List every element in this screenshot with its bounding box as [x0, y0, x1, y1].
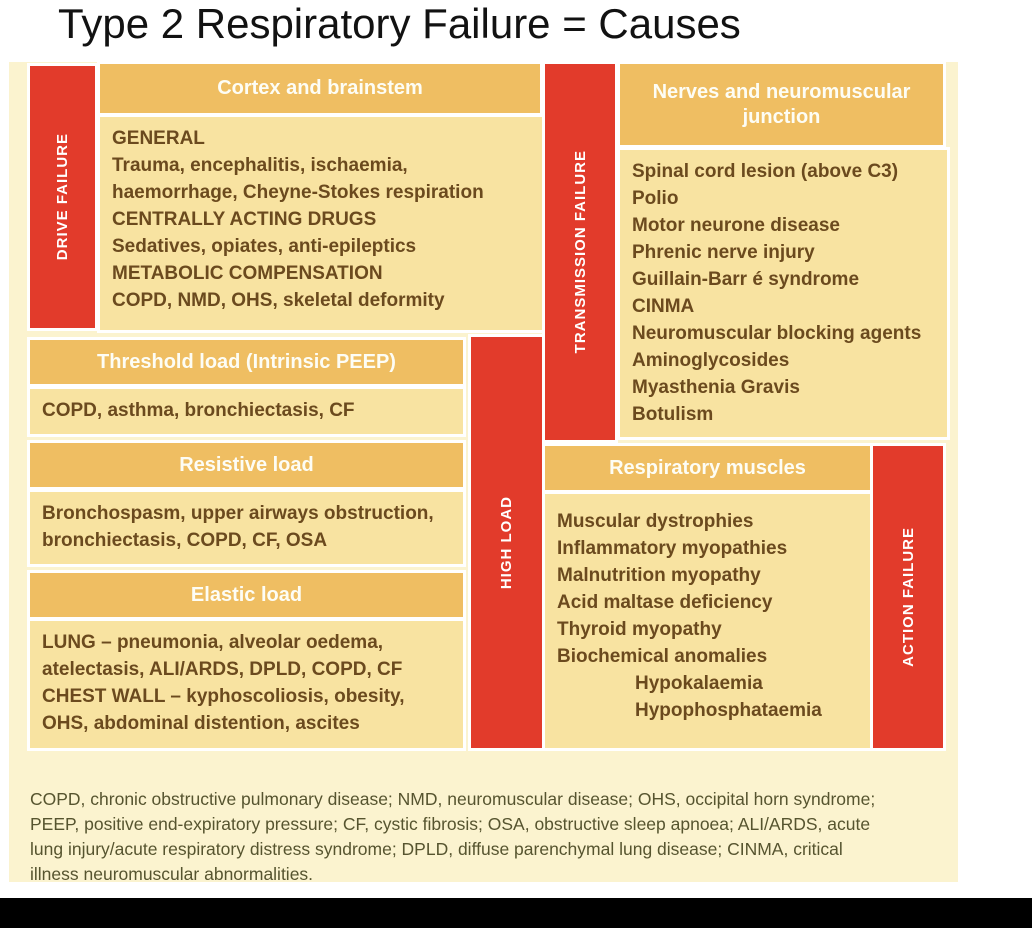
section-resistive-line: bronchiectasis, COPD, CF, OSA: [42, 530, 328, 551]
section-cortex-content: GENERAL Trauma, encephalitis, ischaemia,…: [100, 117, 542, 330]
section-muscles-line: Hypokalaemia: [635, 673, 763, 694]
section-muscles-line: Biochemical anomalies: [557, 646, 768, 667]
section-threshold-content: COPD, asthma, bronchiectasis, CF: [30, 389, 463, 434]
section-muscles-header: Respiratory muscles: [545, 446, 870, 490]
section-muscles-line: Muscular dystrophies: [557, 511, 754, 532]
section-resistive-header: Resistive load: [30, 443, 463, 487]
section-elastic-line: LUNG – pneumonia, alveolar oedema,: [42, 632, 384, 653]
drive-failure-bar: DRIVE FAILURE: [30, 66, 95, 328]
section-resistive-content: Bronchospasm, upper airways obstruction,…: [30, 492, 463, 564]
section-elastic-line: OHS, abdominal distention, ascites: [42, 713, 360, 734]
footnote-line: illness neuromuscular abnormalities.: [30, 864, 314, 884]
footnote-line: COPD, chronic obstructive pulmonary dise…: [30, 789, 876, 809]
section-elastic-line: atelectasis, ALI/ARDS, DPLD, COPD, CF: [42, 659, 403, 680]
section-nerves-header: Nerves and neuromuscular junction: [620, 64, 943, 145]
section-nerves-line: Phrenic nerve injury: [632, 242, 815, 263]
transmission-failure-bar-label: TRANSMISSION FAILURE: [571, 150, 589, 354]
section-nerves-line: Neuromuscular blocking agents: [632, 323, 922, 344]
section-muscles-content: Muscular dystrophies Inflammatory myopat…: [545, 494, 870, 748]
action-failure-bar-label: ACTION FAILURE: [899, 527, 917, 667]
bottom-black-strip: [0, 898, 1032, 928]
section-muscles-line: Inflammatory myopathies: [557, 538, 788, 559]
section-threshold-line: COPD, asthma, bronchiectasis, CF: [42, 400, 355, 421]
high-load-bar: HIGH LOAD: [471, 337, 542, 748]
section-nerves-line: Motor neurone disease: [632, 215, 840, 236]
section-nerves-content: Spinal cord lesion (above C3) Polio Moto…: [620, 150, 947, 437]
section-nerves-line: Aminoglycosides: [632, 350, 790, 371]
section-cortex-line: CENTRALLY ACTING DRUGS: [112, 209, 377, 230]
section-cortex-line: COPD, NMD, OHS, skeletal deformity: [112, 290, 445, 311]
section-muscles-line: Acid maltase deficiency: [557, 592, 773, 613]
section-resistive-line: Bronchospasm, upper airways obstruction,: [42, 503, 434, 524]
section-threshold-header: Threshold load (Intrinsic PEEP): [30, 340, 463, 384]
section-elastic-content: LUNG – pneumonia, alveolar oedema, atele…: [30, 621, 463, 748]
section-muscles-line: Malnutrition myopathy: [557, 565, 761, 586]
section-nerves-line: Spinal cord lesion (above C3): [632, 161, 899, 182]
high-load-bar-label: HIGH LOAD: [498, 495, 515, 590]
section-nerves-line: Botulism: [632, 404, 714, 425]
section-elastic-header: Elastic load: [30, 573, 463, 617]
action-failure-bar: ACTION FAILURE: [873, 446, 943, 748]
section-cortex-line: Sedatives, opiates, anti-epileptics: [112, 236, 417, 257]
section-muscles-line: Thyroid myopathy: [557, 619, 722, 640]
abbreviation-footnote: COPD, chronic obstructive pulmonary dise…: [30, 787, 945, 887]
slide-title: Type 2 Respiratory Failure = Causes: [58, 0, 741, 47]
section-nerves-line: Guillain-Barr é syndrome: [632, 269, 860, 290]
footnote-line: PEEP, positive end-expiratory pressure; …: [30, 814, 871, 834]
section-cortex-line: METABOLIC COMPENSATION: [112, 263, 383, 284]
section-cortex-line: Trauma, encephalitis, ischaemia,: [112, 155, 408, 176]
footnote-line: lung injury/acute respiratory distress s…: [30, 839, 843, 859]
drive-failure-bar-label: DRIVE FAILURE: [54, 133, 71, 261]
section-nerves-line: Polio: [632, 188, 679, 209]
transmission-failure-bar: TRANSMISSION FAILURE: [545, 64, 615, 440]
section-cortex-line: haemorrhage, Cheyne-Stokes respiration: [112, 182, 484, 203]
section-cortex-header: Cortex and brainstem: [100, 64, 540, 113]
section-cortex-line: GENERAL: [112, 128, 205, 149]
section-muscles-line: Hypophosphataemia: [635, 700, 822, 721]
section-elastic-line: CHEST WALL – kyphoscoliosis, obesity,: [42, 686, 405, 707]
section-nerves-line: Myasthenia Gravis: [632, 377, 800, 398]
section-nerves-line: CINMA: [632, 296, 695, 317]
